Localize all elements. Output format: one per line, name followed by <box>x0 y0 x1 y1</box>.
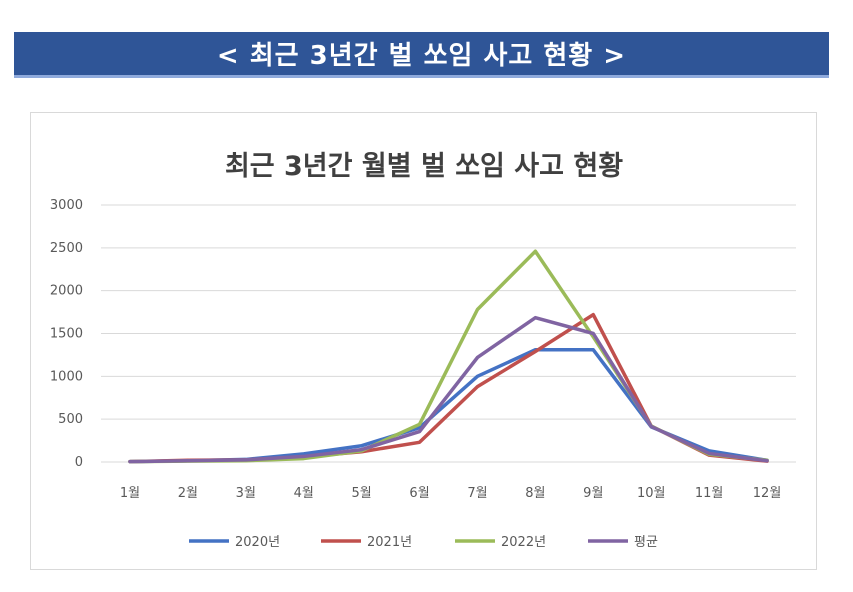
x-axis-ticks: 1월 2월 3월 4월 5월 6월 7월 8월 9월 10월 11월 12월 <box>120 486 781 501</box>
chart-title: 최근 3년간 월별 벌 쏘임 사고 현황 <box>225 151 623 182</box>
line-chart: 최근 3년간 월별 벌 쏘임 사고 현황 0 500 1000 1500 2000 250… <box>50 151 796 550</box>
y-tick-label: 0 <box>75 455 83 470</box>
x-tick-label: 4월 <box>294 486 314 501</box>
series-line-1 <box>128 312 769 464</box>
x-tick-label: 11월 <box>695 486 724 501</box>
banner-title: < 최근 3년간 벌 쏘임 사고 현황 > <box>216 41 627 71</box>
x-tick-label: 12월 <box>753 486 782 501</box>
series-line-3 <box>128 315 769 464</box>
y-tick-label: 500 <box>58 412 83 427</box>
series-lines <box>128 249 769 464</box>
x-tick-label: 5월 <box>352 486 372 501</box>
y-tick-label: 2500 <box>50 241 83 256</box>
y-tick-label: 1500 <box>50 327 83 342</box>
y-tick-label: 1000 <box>50 369 83 384</box>
legend-label: 2022년 <box>501 535 546 550</box>
legend: 2020년 2021년 2022년 평균 <box>189 535 658 550</box>
y-tick-label: 2000 <box>50 284 83 299</box>
x-tick-label: 1월 <box>120 486 140 501</box>
page-banner: < 최근 3년간 벌 쏘임 사고 현황 > <box>14 32 829 78</box>
x-tick-label: 9월 <box>583 486 603 501</box>
legend-label: 2020년 <box>235 535 280 550</box>
x-tick-label: 7월 <box>467 486 487 501</box>
gridlines <box>101 204 796 463</box>
legend-label: 평균 <box>634 535 658 550</box>
x-tick-label: 3월 <box>236 486 256 501</box>
series-line-2 <box>128 249 769 464</box>
y-axis-ticks: 0 500 1000 1500 2000 2500 3000 <box>50 198 83 470</box>
x-tick-label: 8월 <box>525 486 545 501</box>
y-tick-label: 3000 <box>50 198 83 213</box>
chart-container: 최근 3년간 월별 벌 쏘임 사고 현황 0 500 1000 1500 2000 250… <box>30 112 817 570</box>
x-tick-label: 6월 <box>409 486 429 501</box>
legend-label: 2021년 <box>367 535 412 550</box>
x-tick-label: 10월 <box>637 486 666 501</box>
x-tick-label: 2월 <box>178 486 198 501</box>
